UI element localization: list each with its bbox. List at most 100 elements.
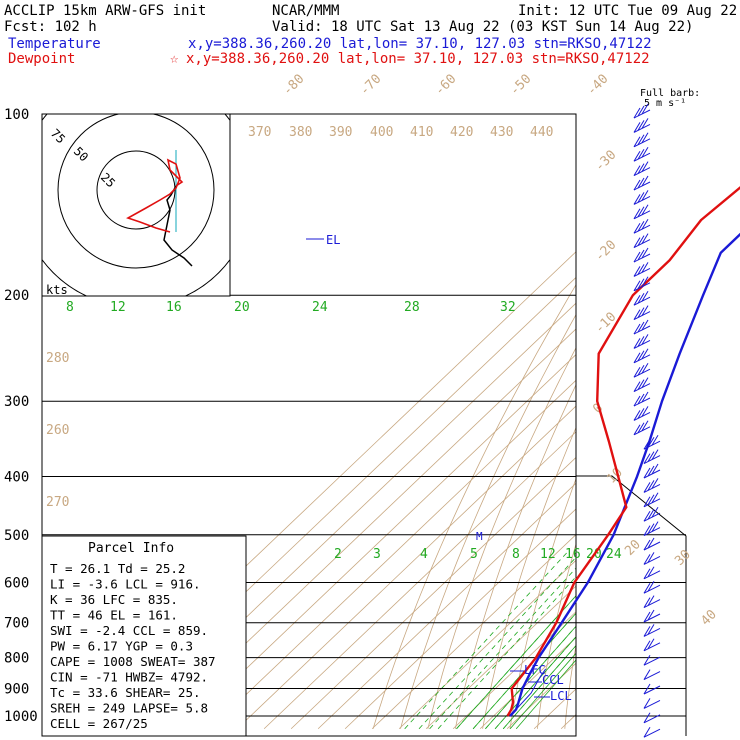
temperature-legend: Temperature xyxy=(8,36,101,52)
isotherm-label: 40 xyxy=(698,607,720,629)
isotherm-line xyxy=(236,405,576,730)
wind-barb-flag xyxy=(651,506,659,518)
mixing-ratio-line xyxy=(509,652,576,730)
plot-frame xyxy=(41,113,577,737)
wind-barb-flag xyxy=(641,334,649,345)
parcel-info-row: Tc = 33.6 SHEAR= 25. xyxy=(50,685,201,700)
wind-barb-flag xyxy=(651,449,659,460)
wind-barb-flag xyxy=(643,438,651,450)
wind-barb-flag xyxy=(641,146,649,158)
dry-adiabat-line xyxy=(482,426,576,729)
wind-barb xyxy=(643,638,661,652)
plot-boundary xyxy=(576,475,687,736)
mixing-ratio-line xyxy=(472,612,576,730)
parcel-info-row: K = 36 LFC = 835. xyxy=(50,592,178,607)
wind-barb xyxy=(643,492,661,508)
wind-barb-flag xyxy=(633,395,641,407)
pressure-tick-label: 900 xyxy=(4,681,29,697)
sounding-curves xyxy=(506,186,740,717)
wind-barb-flag xyxy=(641,420,649,432)
pressure-tick-label: 600 xyxy=(4,575,29,591)
barb-legend-value: 5 m s⁻¹ xyxy=(644,98,686,109)
wind-barb xyxy=(643,537,661,551)
mixing-ratio-line xyxy=(456,595,576,730)
adiabat-label: 430 xyxy=(490,125,513,140)
wind-barb-staff xyxy=(643,541,661,551)
wind-barb-flag xyxy=(633,122,641,133)
el-label: EL xyxy=(326,233,340,247)
wind-barb-flag xyxy=(647,508,655,520)
isotherm-line xyxy=(344,508,576,730)
wind-barb xyxy=(633,218,651,234)
wind-barb-staff xyxy=(643,599,661,609)
wind-barb-flag xyxy=(643,554,651,565)
wind-barb xyxy=(643,595,661,609)
isotherm-line xyxy=(317,482,576,730)
wind-barb-staff xyxy=(643,656,661,666)
wind-barb xyxy=(643,609,661,623)
adiabat-label: 370 xyxy=(248,125,271,140)
isotherm-line xyxy=(182,354,576,730)
parcel-info-title: Parcel Info xyxy=(88,541,174,556)
wind-barb-flag xyxy=(637,292,645,304)
valid-time: Valid: 18 UTC Sat 13 Aug 22 (03 KST Sun … xyxy=(272,19,693,35)
wind-barb-flag xyxy=(633,266,641,277)
wind-barb xyxy=(633,233,651,249)
wind-barb xyxy=(643,726,661,738)
isotherm-line xyxy=(533,688,576,730)
wind-barb-staff xyxy=(643,584,661,594)
isotherm-line xyxy=(479,636,576,730)
wind-barb-flag xyxy=(647,566,655,578)
mixing-ratio-line xyxy=(404,549,570,730)
wind-barb xyxy=(643,566,661,580)
wind-barb xyxy=(633,406,651,421)
adiabat-label: 380 xyxy=(289,125,312,140)
isotherm-line xyxy=(290,456,576,730)
wind-barb xyxy=(643,580,661,594)
wind-barb-flag xyxy=(637,220,645,232)
wind-barb-flag xyxy=(641,406,649,417)
isotherm-line xyxy=(209,379,576,730)
wind-barb xyxy=(633,161,651,177)
hodo-shear-trace xyxy=(126,158,184,233)
wind-barb xyxy=(643,654,661,666)
wind-barb-flag xyxy=(641,247,649,259)
wind-barb-flag xyxy=(647,465,655,477)
wind-barb xyxy=(643,521,661,537)
pressure-tick-label: 200 xyxy=(4,288,29,304)
wind-barb-flag xyxy=(641,218,649,230)
wind-barb-flag xyxy=(633,309,641,320)
wind-barb xyxy=(643,683,661,695)
wind-barb xyxy=(633,132,651,148)
isotherm-line xyxy=(560,714,576,730)
wind-barb-staff xyxy=(643,570,661,580)
mixing-ratio-line xyxy=(494,636,576,730)
wind-barb-flag xyxy=(643,496,651,508)
dry-adiabat-line xyxy=(537,542,576,729)
wind-barb-flag xyxy=(641,118,649,129)
wind-barb-flag xyxy=(643,712,651,724)
isotherm-label: -70 xyxy=(357,72,384,99)
wind-barb-flag xyxy=(633,366,641,378)
wind-barb-flag xyxy=(633,410,641,421)
m-label: M xyxy=(476,530,483,543)
wind-barb-flag xyxy=(643,597,651,608)
wind-barb xyxy=(643,698,661,709)
adiabat-label: 440 xyxy=(530,125,553,140)
wind-barb-flag xyxy=(637,422,645,434)
wind-barb xyxy=(633,290,651,306)
pressure-tick-label: 700 xyxy=(4,616,29,632)
wind-barb-flag xyxy=(643,568,651,580)
wind-barb-flag xyxy=(641,348,649,360)
isotherm-line xyxy=(398,559,576,730)
isotherm-line xyxy=(425,585,576,730)
mixing-ratio-label: 24 xyxy=(312,300,328,315)
wind-barb-flag xyxy=(647,480,655,491)
parcel-info-row: PW = 6.17 YGP = 0.3 xyxy=(50,639,193,654)
dry-adiabat-line xyxy=(427,346,576,729)
mixing-ratio-label: 16 xyxy=(565,547,581,562)
lfc-label: LFC xyxy=(524,663,546,677)
pressure-tick-label: 300 xyxy=(4,394,29,410)
wind-barb-flag xyxy=(633,136,641,148)
wind-barb-flag xyxy=(647,624,655,635)
